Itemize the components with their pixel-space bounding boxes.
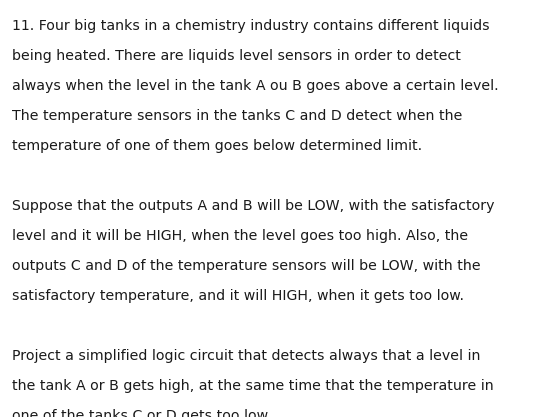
Text: 11. Four big tanks in a chemistry industry contains different liquids: 11. Four big tanks in a chemistry indust… — [12, 19, 490, 33]
Text: one of the tanks C or D gets too low.: one of the tanks C or D gets too low. — [12, 409, 272, 417]
Text: level and it will be HIGH, when the level goes too high. Also, the: level and it will be HIGH, when the leve… — [12, 229, 468, 243]
Text: being heated. There are liquids level sensors in order to detect: being heated. There are liquids level se… — [12, 49, 461, 63]
Text: satisfactory temperature, and it will HIGH, when it gets too low.: satisfactory temperature, and it will HI… — [12, 289, 464, 303]
Text: Suppose that the outputs A and B will be LOW, with the satisfactory: Suppose that the outputs A and B will be… — [12, 199, 495, 213]
Text: The temperature sensors in the tanks C and D detect when the: The temperature sensors in the tanks C a… — [12, 109, 463, 123]
Text: temperature of one of them goes below determined limit.: temperature of one of them goes below de… — [12, 139, 422, 153]
Text: always when the level in the tank A ou B goes above a certain level.: always when the level in the tank A ou B… — [12, 79, 499, 93]
Text: the tank A or B gets high, at the same time that the temperature in: the tank A or B gets high, at the same t… — [12, 379, 494, 393]
Text: Project a simplified logic circuit that detects always that a level in: Project a simplified logic circuit that … — [12, 349, 481, 363]
Text: outputs C and D of the temperature sensors will be LOW, with the: outputs C and D of the temperature senso… — [12, 259, 481, 273]
